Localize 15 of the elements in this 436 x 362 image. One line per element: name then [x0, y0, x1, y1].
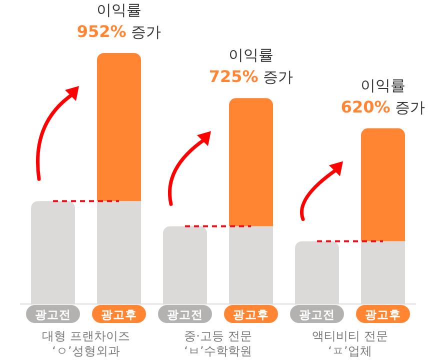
text: 액티비티 전문 ‘ㅍ’업체	[312, 329, 388, 358]
annotation: 이익률 725% 증가	[208, 46, 294, 86]
bar	[97, 53, 141, 202]
annotation: 이익률 620% 증가	[340, 76, 426, 116]
x-tick-label: 광고후	[101, 308, 137, 322]
bar	[229, 98, 273, 226]
x-tick-label: 광고전	[35, 308, 71, 322]
text: 대형 프랜차이즈 ‘ㅇ’성형외과	[42, 329, 130, 358]
x-tick-label: 광고전	[299, 308, 335, 322]
text: 이익률 952% 증가	[76, 1, 162, 41]
x-tick-label: 광고후	[365, 308, 401, 322]
bar	[361, 128, 405, 242]
x-tick-label: 광고전	[167, 308, 203, 322]
text: 중·고등 전문 ‘ㅂ’수학학원	[184, 329, 252, 358]
x-tick-label: 광고후	[233, 308, 269, 322]
